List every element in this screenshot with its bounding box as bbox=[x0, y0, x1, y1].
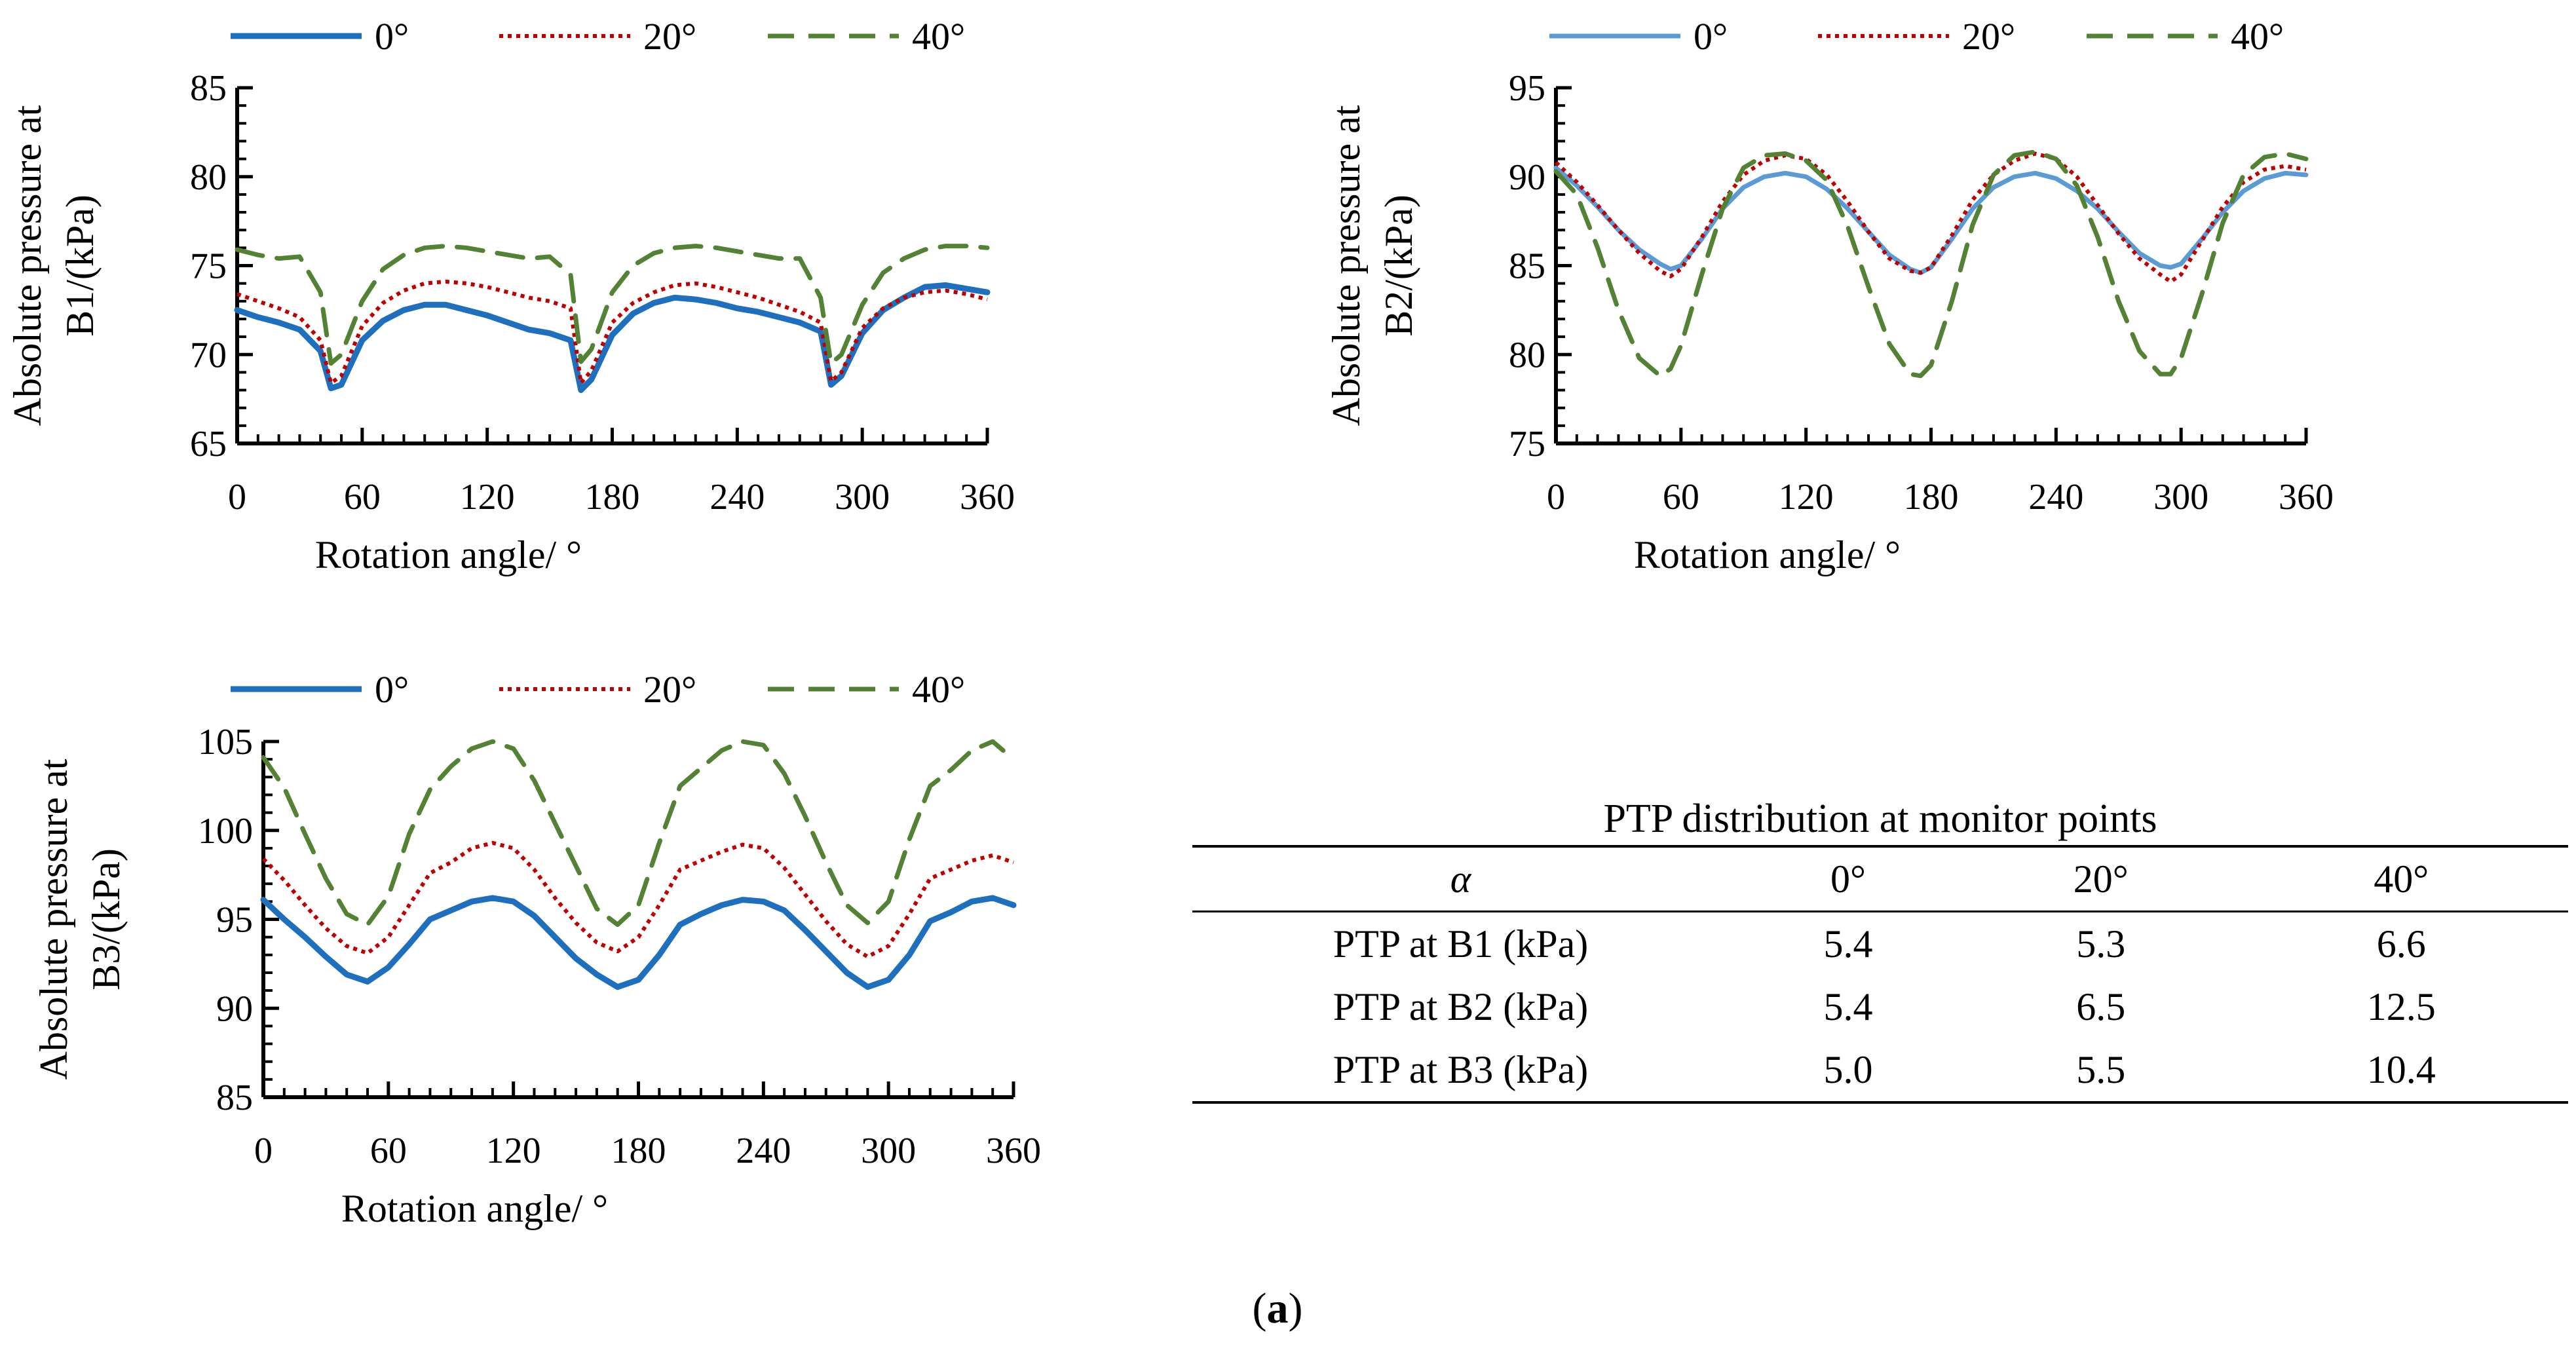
series-line-2 bbox=[1553, 149, 2309, 379]
x-axis-title: Rotation angle/ ° bbox=[341, 1187, 608, 1230]
series-line-1 bbox=[261, 840, 1014, 959]
cell-b3-0deg: 5.0 bbox=[1823, 1047, 1873, 1091]
x-axis-title: Rotation angle/ ° bbox=[1634, 533, 1901, 576]
x-tick-label: 360 bbox=[986, 1131, 1041, 1171]
x-tick-label: 180 bbox=[585, 477, 640, 517]
legend-label-2: 40° bbox=[2231, 15, 2284, 58]
legend-label-2: 40° bbox=[912, 668, 965, 711]
legend-label-1: 20° bbox=[643, 668, 696, 711]
x-tick-label: 240 bbox=[2028, 477, 2083, 517]
cell-b3-20deg: 5.5 bbox=[2076, 1047, 2126, 1091]
legend-label-0: 0° bbox=[375, 15, 409, 58]
table-header-row: α 0° 20° 40° bbox=[1192, 846, 2568, 912]
cell-b2-40deg: 12.5 bbox=[2366, 985, 2436, 1028]
cell-b1-20deg: 5.3 bbox=[2076, 922, 2126, 966]
row-label-b3: PTP at B3 (kPa) bbox=[1333, 1047, 1589, 1091]
y-axis-title-line: B1/(kPa) bbox=[58, 195, 102, 337]
cell-b3-40deg: 10.4 bbox=[2366, 1047, 2436, 1091]
legend-label-1: 20° bbox=[643, 15, 696, 58]
cell-b1-40deg: 6.6 bbox=[2376, 922, 2426, 966]
x-tick-label: 180 bbox=[611, 1131, 666, 1171]
x-tick-label: 300 bbox=[835, 477, 890, 517]
chart-b2: 0 60 120 180 240 300 360 75 80 85 90 95 Rotation ang… bbox=[1325, 15, 2334, 576]
series-line-2 bbox=[235, 244, 990, 366]
y-axis-title-line: Absolute pressure at bbox=[6, 105, 49, 426]
x-tick-label: 60 bbox=[1663, 477, 1699, 517]
ptp-table: PTP distribution at monitor points α 0° … bbox=[1192, 793, 2568, 1104]
cell-b2-0deg: 5.4 bbox=[1823, 985, 1873, 1028]
chart-b3: 0 60 120 180 240 300 360 85 90 95 100 105 Rotation a… bbox=[32, 668, 1041, 1230]
x-tick-label: 300 bbox=[861, 1131, 916, 1171]
x-tick-label: 240 bbox=[736, 1131, 791, 1171]
y-tick-label: 95 bbox=[1509, 68, 1545, 109]
x-axis-title: Rotation angle/ ° bbox=[315, 533, 582, 576]
y-tick-label: 105 bbox=[198, 722, 253, 762]
table-row: PTP at B2 (kPa) 5.4 6.5 12.5 bbox=[1192, 975, 2568, 1038]
y-tick-label: 95 bbox=[216, 900, 253, 941]
x-tick-label: 120 bbox=[1779, 477, 1834, 517]
series-line-1 bbox=[237, 279, 988, 385]
x-tick-label: 0 bbox=[228, 477, 246, 517]
x-tick-label: 240 bbox=[710, 477, 765, 517]
series-line-0 bbox=[260, 895, 1017, 990]
header-alpha: α bbox=[1450, 857, 1471, 901]
y-tick-label: 80 bbox=[1509, 335, 1545, 375]
x-tick-label: 300 bbox=[2153, 477, 2208, 517]
series-line-1 bbox=[1554, 151, 2307, 284]
legend-label-1: 20° bbox=[1962, 15, 2015, 58]
x-tick-label: 0 bbox=[254, 1131, 273, 1171]
chart-b1: 0 60 120 180 240 300 360 65 70 75 80 85 Rotation ang… bbox=[6, 15, 1015, 576]
y-axis-title-line: Absolute pressure at bbox=[32, 759, 75, 1080]
legend-label-0: 0° bbox=[375, 668, 409, 711]
y-tick-label: 100 bbox=[198, 811, 253, 852]
ptp-data-table: α 0° 20° 40° PTP at B1 (kPa) 5.4 5.3 6.6… bbox=[1192, 845, 2568, 1104]
x-tick-label: 60 bbox=[370, 1131, 407, 1171]
y-tick-label: 85 bbox=[1509, 246, 1545, 287]
cell-b2-20deg: 6.5 bbox=[2076, 985, 2126, 1028]
y-tick-label: 85 bbox=[190, 68, 227, 109]
y-axis-title-line: B3/(kPa) bbox=[85, 848, 128, 990]
x-tick-label: 360 bbox=[2279, 477, 2334, 517]
y-tick-label: 85 bbox=[216, 1078, 253, 1118]
y-tick-label: 80 bbox=[190, 157, 227, 198]
y-tick-label: 75 bbox=[190, 246, 227, 287]
y-axis-title-line: Absolute pressure at bbox=[1325, 105, 1368, 426]
y-tick-label: 70 bbox=[190, 335, 227, 375]
x-tick-label: 120 bbox=[460, 477, 515, 517]
subfigure-letter: a bbox=[1266, 1285, 1289, 1332]
legend-label-0: 0° bbox=[1694, 15, 1728, 58]
legend-label-2: 40° bbox=[912, 15, 965, 58]
y-tick-label: 90 bbox=[1509, 157, 1545, 198]
x-tick-label: 120 bbox=[486, 1131, 541, 1171]
cell-b1-0deg: 5.4 bbox=[1823, 922, 1873, 966]
x-tick-label: 60 bbox=[344, 477, 381, 517]
table-row: PTP at B1 (kPa) 5.4 5.3 6.6 bbox=[1192, 912, 2568, 976]
y-tick-label: 65 bbox=[190, 424, 227, 464]
y-tick-label: 75 bbox=[1509, 424, 1545, 464]
header-0deg: 0° bbox=[1830, 857, 1866, 901]
row-label-b2: PTP at B2 (kPa) bbox=[1333, 985, 1589, 1028]
subfigure-label: (a) bbox=[1252, 1285, 1303, 1332]
header-40deg: 40° bbox=[2374, 857, 2429, 901]
row-label-b1: PTP at B1 (kPa) bbox=[1333, 922, 1589, 966]
y-axis-title-line: B2/(kPa) bbox=[1377, 195, 1420, 337]
table-row: PTP at B3 (kPa) 5.0 5.5 10.4 bbox=[1192, 1038, 2568, 1102]
header-20deg: 20° bbox=[2073, 857, 2129, 901]
series-line-0 bbox=[234, 282, 991, 393]
series-line-2 bbox=[261, 739, 1016, 928]
y-tick-label: 90 bbox=[216, 988, 253, 1029]
x-tick-label: 360 bbox=[960, 477, 1015, 517]
x-tick-label: 180 bbox=[1904, 477, 1959, 517]
table-caption: PTP distribution at monitor points bbox=[1603, 797, 2157, 841]
series-line-0 bbox=[1553, 165, 2309, 275]
x-tick-label: 0 bbox=[1547, 477, 1565, 517]
